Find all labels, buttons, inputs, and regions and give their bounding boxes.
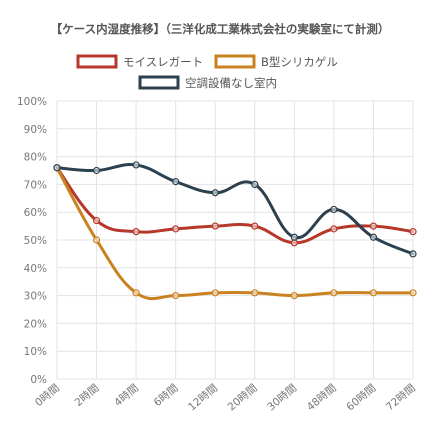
legend-swatch bbox=[138, 75, 180, 90]
x-tick-label: 20時間 bbox=[226, 382, 260, 413]
data-point[interactable] bbox=[172, 178, 180, 186]
legend-label: モイスレガート bbox=[123, 55, 203, 69]
data-point[interactable] bbox=[290, 233, 298, 241]
data-point[interactable] bbox=[330, 225, 338, 233]
data-point[interactable] bbox=[369, 233, 378, 241]
series-0 bbox=[53, 164, 417, 247]
data-point[interactable] bbox=[330, 205, 338, 214]
data-point[interactable] bbox=[330, 289, 338, 297]
series-line bbox=[55, 166, 415, 245]
data-point[interactable] bbox=[290, 292, 298, 300]
y-tick-label: 60% bbox=[24, 207, 47, 219]
data-point[interactable] bbox=[172, 292, 180, 300]
x-axis: 0時間 2時間 4時間 6時間 12時間 20時間 30時間 48時間 60時間 72時間 bbox=[33, 382, 418, 413]
data-point[interactable] bbox=[369, 289, 378, 297]
x-tick-label: 0時間 bbox=[33, 382, 62, 409]
data-point[interactable] bbox=[211, 189, 219, 197]
data-point[interactable] bbox=[369, 222, 378, 230]
data-point[interactable] bbox=[211, 222, 219, 230]
y-tick-label: 50% bbox=[24, 235, 47, 247]
y-tick-label: 40% bbox=[24, 263, 47, 275]
data-point[interactable] bbox=[53, 164, 61, 172]
data-point[interactable] bbox=[409, 250, 417, 258]
series-line bbox=[55, 163, 415, 256]
series-2 bbox=[53, 161, 417, 258]
legend-swatch bbox=[76, 54, 118, 69]
x-tick-label: 12時間 bbox=[186, 382, 220, 413]
legend-item[interactable]: モイスレガート bbox=[76, 54, 203, 69]
data-point[interactable] bbox=[251, 180, 259, 188]
legend-label: 空調設備なし室内 bbox=[185, 76, 277, 90]
y-tick-label: 10% bbox=[24, 346, 47, 358]
y-tick-label: 90% bbox=[24, 124, 47, 136]
legend-label: B型シリカゲル bbox=[261, 55, 338, 69]
data-point[interactable] bbox=[132, 228, 140, 236]
x-tick-label: 72時間 bbox=[384, 382, 418, 413]
data-point[interactable] bbox=[92, 216, 101, 225]
x-tick-label: 2時間 bbox=[73, 382, 102, 409]
x-tick-label: 4時間 bbox=[112, 382, 141, 409]
data-point[interactable] bbox=[92, 236, 101, 244]
x-tick-label: 48時間 bbox=[305, 382, 339, 413]
y-tick-label: 30% bbox=[24, 291, 47, 303]
data-point[interactable] bbox=[172, 225, 180, 233]
y-axis: 0% 10% 20% 30% 40% 50% 60% 70% 80% 90% 100% bbox=[17, 96, 47, 386]
grid-lines bbox=[56, 100, 414, 380]
legend-item[interactable]: B型シリカゲル bbox=[214, 54, 338, 69]
data-point[interactable] bbox=[409, 289, 417, 297]
y-tick-label: 20% bbox=[24, 318, 47, 330]
data-point[interactable] bbox=[251, 289, 259, 297]
x-tick-label: 60時間 bbox=[344, 382, 378, 413]
data-point[interactable] bbox=[409, 228, 417, 236]
data-point[interactable] bbox=[251, 222, 259, 230]
legend-item[interactable]: 空調設備なし室内 bbox=[138, 75, 277, 90]
legend-swatch bbox=[214, 54, 256, 69]
series-line bbox=[55, 166, 415, 301]
y-tick-label: 100% bbox=[17, 96, 47, 108]
series-layer bbox=[53, 161, 417, 301]
data-point[interactable] bbox=[211, 289, 219, 297]
x-tick-label: 6時間 bbox=[152, 382, 181, 409]
data-point[interactable] bbox=[132, 289, 140, 297]
y-tick-label: 70% bbox=[24, 179, 47, 191]
y-tick-label: 0% bbox=[30, 374, 47, 386]
chart-title: 【ケース内湿度推移】（三洋化成工業株式会社の実験室にて計測） bbox=[51, 22, 390, 36]
data-point[interactable] bbox=[92, 166, 101, 175]
data-point[interactable] bbox=[132, 161, 140, 169]
x-tick-label: 30時間 bbox=[265, 382, 299, 413]
y-tick-label: 80% bbox=[24, 152, 47, 164]
